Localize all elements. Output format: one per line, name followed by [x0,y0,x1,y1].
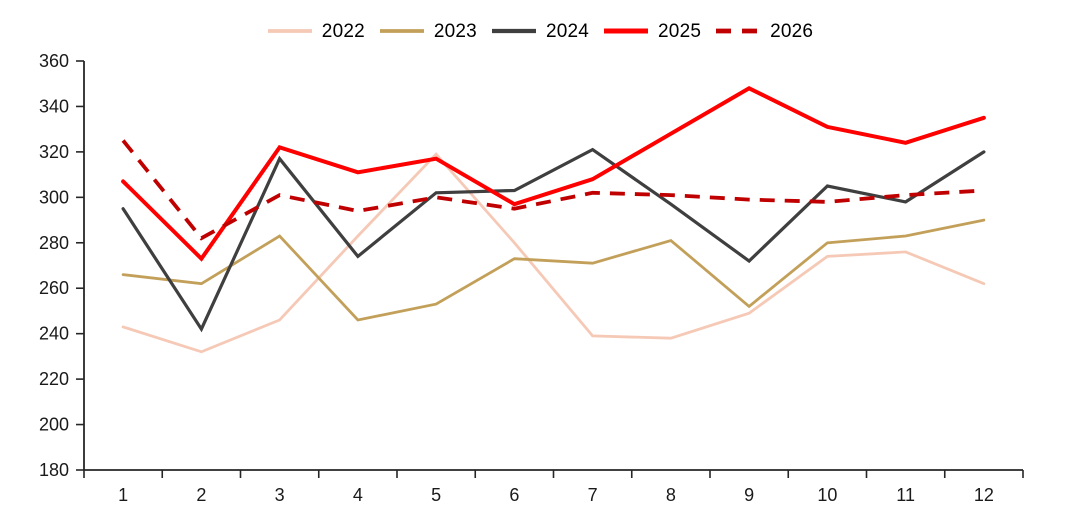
x-axis-tick-label: 9 [744,485,754,505]
legend-label-2023: 2023 [433,20,477,42]
series-2022-line [121,152,986,354]
y-axis-tick-label: 320 [39,142,69,162]
legend-swatch-2022 [267,29,312,33]
series-2023-line [121,218,986,322]
series-2026-line [121,139,985,241]
x-axis-tick-label: 11 [896,485,915,505]
y-axis-tick-label: 300 [39,187,69,207]
y-axis-tick-label: 260 [39,278,69,298]
x-axis-tick-label: 8 [666,485,676,505]
x-axis-tick-label: 2 [196,485,206,505]
series-2024-line [121,147,986,333]
y-axis-tick-label: 240 [39,324,69,344]
x-axis-tick-label: 1 [118,485,128,505]
x-axis-tick-label: 6 [509,485,519,505]
y-axis-tick-label: 280 [39,233,69,253]
y-axis-tick-label: 340 [39,96,69,116]
legend-item-2025: 2025 [603,22,701,41]
series-2025-line [121,86,986,262]
x-axis-tick-label: 4 [353,485,363,505]
legend-label-2025: 2025 [658,20,702,42]
legend-swatch-2023 [379,29,424,33]
legend-swatch-2025 [604,28,649,34]
legend-label-2026: 2026 [770,20,814,42]
legend-item-2023: 2023 [379,22,477,41]
y-axis-tick-label: 360 [39,51,69,71]
x-axis-tick-label: 3 [275,485,285,505]
y-axis-tick-label: 220 [39,369,69,389]
legend-label-2022: 2022 [321,20,365,42]
chart-legend: 2022 2023 2024 2025 2026 [0,14,1080,48]
y-axis-tick-label: 180 [39,460,69,480]
x-axis-tick-label: 12 [974,485,994,505]
y-axis-tick-label: 200 [39,415,69,435]
legend-swatch-2026 [716,28,761,34]
legend-swatch-2024 [491,28,536,34]
legend-item-2022: 2022 [267,22,365,41]
legend-label-2024: 2024 [545,20,590,42]
x-axis-tick-label: 5 [431,485,441,505]
legend-item-2026: 2026 [715,22,813,41]
x-axis-tick-label: 10 [817,485,837,505]
x-axis-tick-label: 7 [588,485,598,505]
legend-item-2024: 2024 [491,22,589,41]
